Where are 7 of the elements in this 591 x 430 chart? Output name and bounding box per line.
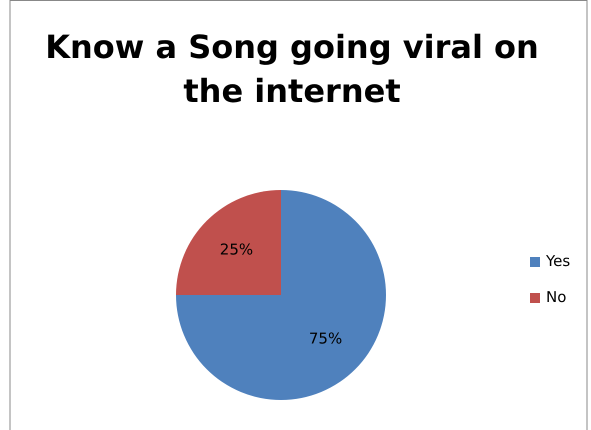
data-label: 25% [220, 240, 254, 259]
data-label: 75% [308, 330, 342, 348]
legend-label: No [546, 288, 566, 306]
pie-slice [176, 190, 281, 295]
pie-slice [176, 190, 386, 400]
chart-title: Know a Song going viral on the internet [45, 28, 539, 110]
legend-label: Yes [545, 252, 570, 270]
